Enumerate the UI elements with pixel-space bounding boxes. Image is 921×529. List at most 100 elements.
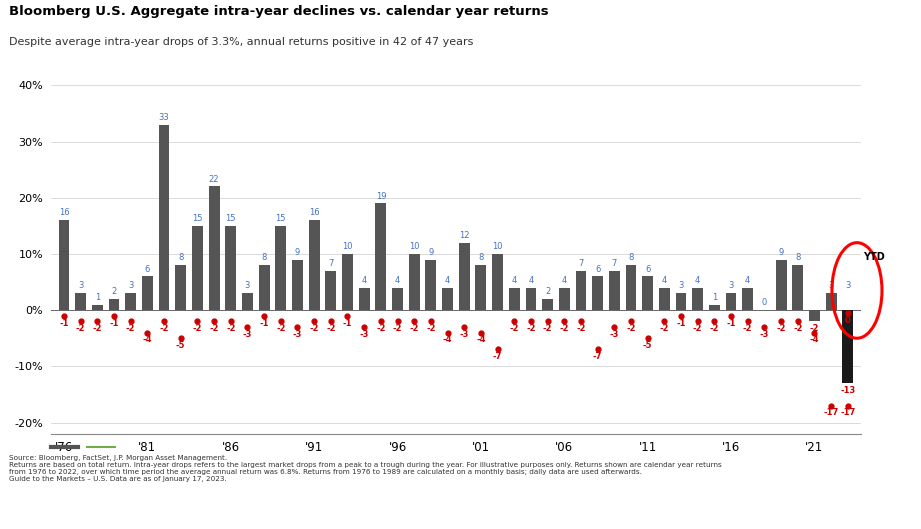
- Bar: [292, 260, 303, 310]
- Text: -2: -2: [209, 324, 219, 333]
- Bar: [726, 293, 737, 310]
- Text: -4: -4: [443, 335, 452, 344]
- Text: -1: -1: [59, 318, 69, 327]
- Bar: [693, 288, 703, 310]
- Text: 10: 10: [409, 242, 419, 251]
- Text: -2: -2: [159, 324, 169, 333]
- Text: -5: -5: [643, 341, 652, 350]
- Bar: [342, 254, 353, 310]
- Bar: [409, 254, 420, 310]
- Text: 10: 10: [493, 242, 503, 251]
- Bar: [742, 288, 753, 310]
- Bar: [426, 260, 437, 310]
- Text: -2: -2: [776, 324, 786, 333]
- Text: -2: -2: [659, 324, 669, 333]
- Text: 15: 15: [192, 214, 203, 223]
- Text: 4: 4: [745, 276, 751, 285]
- Bar: [442, 288, 453, 310]
- Bar: [142, 276, 153, 310]
- Text: 4: 4: [661, 276, 667, 285]
- Bar: [508, 288, 519, 310]
- Text: 16: 16: [309, 208, 320, 217]
- Text: 9: 9: [428, 248, 434, 257]
- Bar: [175, 265, 186, 310]
- Text: -2: -2: [392, 324, 402, 333]
- Text: -4: -4: [143, 335, 152, 344]
- Text: 7: 7: [578, 259, 584, 268]
- Text: 33: 33: [158, 113, 169, 122]
- Bar: [492, 254, 503, 310]
- Text: -2: -2: [693, 324, 703, 333]
- Text: -2: -2: [309, 324, 319, 333]
- Text: -1: -1: [343, 318, 352, 327]
- Text: -2: -2: [76, 324, 86, 333]
- Text: 1: 1: [95, 293, 100, 302]
- Text: 3: 3: [845, 281, 850, 290]
- Text: -2: -2: [93, 324, 102, 333]
- Text: -2: -2: [426, 324, 436, 333]
- Text: -2: -2: [743, 324, 752, 333]
- Text: -2: -2: [542, 324, 553, 333]
- Text: 8: 8: [262, 253, 267, 262]
- Text: 19: 19: [376, 191, 386, 200]
- Text: 3: 3: [828, 281, 834, 290]
- Text: 3: 3: [128, 281, 134, 290]
- Text: 4: 4: [445, 276, 450, 285]
- Bar: [209, 186, 219, 310]
- Bar: [642, 276, 653, 310]
- Bar: [676, 293, 686, 310]
- Text: -2: -2: [276, 324, 286, 333]
- Text: -3: -3: [460, 330, 469, 339]
- Text: -4: -4: [810, 335, 819, 344]
- Text: -3: -3: [293, 330, 302, 339]
- Text: 3: 3: [245, 281, 251, 290]
- Bar: [843, 310, 853, 383]
- Text: -2: -2: [192, 324, 202, 333]
- Text: 12: 12: [459, 231, 470, 240]
- Text: 2: 2: [545, 287, 550, 296]
- Text: -2: -2: [376, 324, 386, 333]
- Bar: [76, 293, 86, 310]
- Text: -3: -3: [243, 330, 252, 339]
- Bar: [659, 288, 670, 310]
- Bar: [192, 226, 203, 310]
- Text: Source: Bloomberg, FactSet, J.P. Morgan Asset Management.
Returns are based on t: Source: Bloomberg, FactSet, J.P. Morgan …: [9, 455, 722, 482]
- Bar: [92, 305, 103, 310]
- Bar: [809, 310, 820, 321]
- Bar: [275, 226, 286, 310]
- Text: 1: 1: [712, 293, 717, 302]
- Text: YTD: YTD: [863, 252, 884, 262]
- Bar: [542, 299, 553, 310]
- Text: 15: 15: [226, 214, 236, 223]
- Text: 2: 2: [111, 287, 117, 296]
- Text: 3: 3: [679, 281, 683, 290]
- Bar: [526, 288, 536, 310]
- Text: -5: -5: [176, 341, 185, 350]
- Text: 7: 7: [328, 259, 333, 268]
- Text: -2: -2: [626, 324, 635, 333]
- Text: 8: 8: [178, 253, 183, 262]
- Text: -2: -2: [560, 324, 569, 333]
- Bar: [625, 265, 636, 310]
- Text: -3: -3: [760, 330, 769, 339]
- Bar: [609, 271, 620, 310]
- Text: 6: 6: [145, 264, 150, 273]
- Text: 8: 8: [628, 253, 634, 262]
- Text: 6: 6: [645, 264, 650, 273]
- Bar: [459, 243, 470, 310]
- Text: -2: -2: [410, 324, 419, 333]
- Text: -13: -13: [840, 386, 856, 395]
- Text: -2: -2: [526, 324, 536, 333]
- Text: 4: 4: [512, 276, 517, 285]
- Bar: [125, 293, 136, 310]
- Bar: [475, 265, 486, 310]
- Text: -1: -1: [260, 318, 269, 327]
- Text: -2: -2: [326, 324, 335, 333]
- Text: 9: 9: [778, 248, 784, 257]
- Bar: [592, 276, 603, 310]
- Text: -2: -2: [793, 324, 802, 333]
- Text: -3: -3: [359, 330, 369, 339]
- Text: 6: 6: [595, 264, 600, 273]
- Text: -17: -17: [840, 408, 856, 417]
- Bar: [709, 305, 720, 310]
